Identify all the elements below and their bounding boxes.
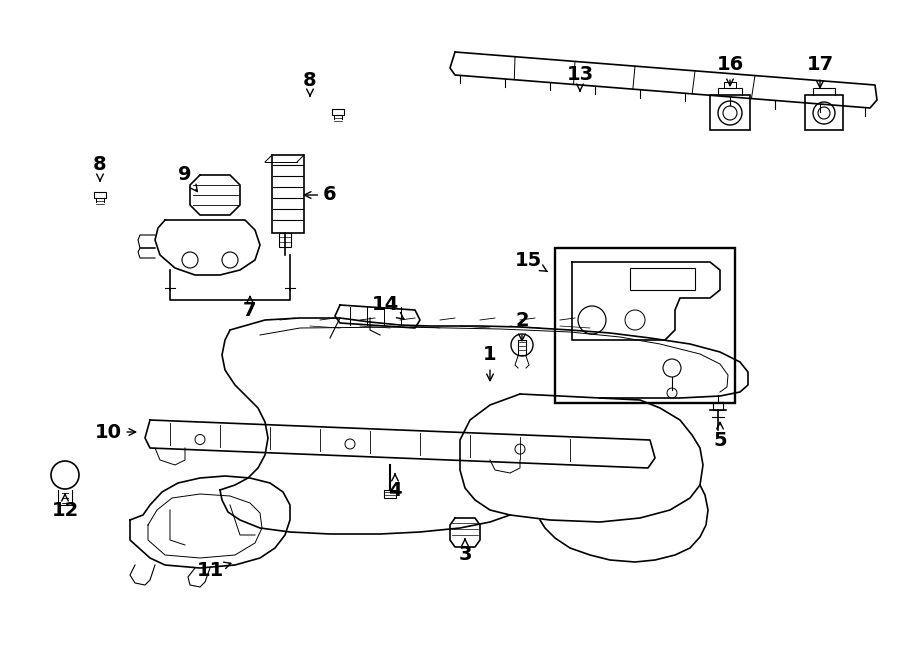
- Text: 9: 9: [178, 165, 197, 192]
- Text: 6: 6: [304, 186, 337, 204]
- Text: 5: 5: [713, 422, 727, 449]
- Text: 16: 16: [716, 56, 743, 86]
- Bar: [630, 268, 695, 290]
- Text: 15: 15: [515, 251, 547, 272]
- Bar: [272, 155, 304, 233]
- Bar: [279, 233, 291, 247]
- Text: 3: 3: [458, 539, 472, 564]
- Text: 13: 13: [566, 65, 594, 91]
- Text: 4: 4: [388, 474, 401, 500]
- Text: 8: 8: [94, 155, 107, 181]
- Text: 10: 10: [94, 422, 136, 442]
- Text: 12: 12: [51, 494, 78, 520]
- Bar: [384, 490, 396, 498]
- Text: 7: 7: [243, 297, 256, 319]
- Bar: [555, 248, 735, 403]
- Text: 11: 11: [196, 561, 231, 580]
- Text: 17: 17: [806, 56, 833, 88]
- Bar: [710, 95, 750, 130]
- Text: 1: 1: [483, 346, 497, 381]
- Text: 8: 8: [303, 71, 317, 96]
- Bar: [805, 95, 843, 130]
- Text: 2: 2: [515, 311, 529, 340]
- Bar: [713, 402, 723, 410]
- Text: 14: 14: [372, 295, 404, 319]
